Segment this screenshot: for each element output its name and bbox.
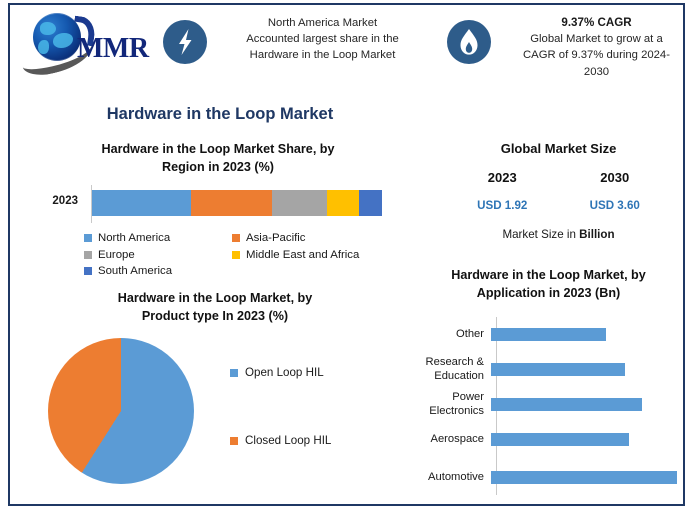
application-category-label: Power Electronics — [429, 390, 484, 417]
application-chart-title: Hardware in the Loop Market, by Applicat… — [410, 267, 687, 303]
fact-region-line-3: Hardware in the Loop Market — [249, 49, 396, 62]
pie-chart-title: Hardware in the Loop Market, by Product … — [20, 290, 410, 326]
global-market-size-values: USD 1.92 USD 3.60 — [430, 199, 687, 212]
gms-unit-prefix: Market Size in — [502, 228, 580, 241]
fact-region-line-2: Accounted largest share in the — [246, 33, 399, 46]
infographic-canvas: MMR North America Market Accounted large… — [8, 3, 685, 506]
region-legend-item: South America — [84, 264, 232, 279]
application-bar-track — [490, 352, 687, 387]
legend-swatch-icon — [232, 250, 240, 259]
application-chart: Hardware in the Loop Market, by Applicat… — [410, 267, 687, 505]
pie-legend-item: Closed Loop HIL — [230, 434, 331, 447]
fact-cagr-line-2: CAGR of 9.37% during 2024- — [523, 49, 670, 62]
region-axis-line — [91, 185, 92, 223]
global-market-size-panel: Global Market Size 2023 2030 USD 1.92 US… — [430, 141, 687, 241]
application-chart-title-line-1: Hardware in the Loop Market, by — [451, 268, 646, 282]
application-bar-row: Aerospace — [410, 422, 687, 457]
legend-swatch-icon — [84, 267, 92, 276]
region-segment-2 — [271, 190, 327, 216]
product-type-chart: Hardware in the Loop Market, by Product … — [20, 290, 410, 505]
gms-unit-bold: Billion — [579, 228, 615, 241]
pie-chart-legend: Open Loop HIL Closed Loop HIL — [230, 366, 331, 502]
application-category-label: Other — [456, 327, 484, 340]
page-title: Hardware in the Loop Market — [106, 105, 334, 123]
header-fact-cagr-text: 9.37% CAGR Global Market to grow at a CA… — [504, 15, 689, 80]
global-market-size-years: 2023 2030 — [430, 170, 687, 185]
region-legend-item: Asia-Pacific — [232, 231, 410, 246]
region-share-chart: Hardware in the Loop Market Share, by Re… — [24, 141, 412, 279]
pie-legend-item: Open Loop HIL — [230, 366, 331, 379]
legend-swatch-icon — [230, 436, 238, 445]
application-bar-track — [490, 387, 687, 422]
application-category-label: Research & Education — [425, 355, 484, 382]
legend-swatch-icon — [84, 234, 92, 243]
region-legend-item: North America — [84, 231, 232, 246]
legend-swatch-icon — [84, 250, 92, 259]
gms-year-right: 2030 — [600, 170, 630, 185]
region-segment-3 — [326, 190, 359, 216]
region-segment-4 — [358, 190, 382, 216]
application-bar-track — [490, 460, 687, 495]
application-bar — [491, 363, 625, 376]
region-legend-label: North America — [98, 232, 171, 244]
header-fact-region: North America Market Accounted largest s… — [163, 15, 433, 64]
global-market-size-unit: Market Size in Billion — [430, 228, 687, 241]
region-chart-title-line-1: Hardware in the Loop Market Share, by — [101, 142, 335, 156]
region-segment-1 — [190, 190, 272, 216]
pie-chart-title-line-1: Hardware in the Loop Market, by — [117, 291, 313, 305]
application-bar-row: Power Electronics — [410, 387, 687, 422]
global-market-size-title: Global Market Size — [500, 141, 617, 156]
pie-legend-label: Open Loop HIL — [245, 366, 324, 379]
region-legend-label: Asia-Pacific — [246, 232, 306, 244]
application-bar — [491, 328, 607, 341]
application-bar — [491, 398, 642, 411]
application-bar-row: Automotive — [410, 460, 687, 495]
gms-year-left: 2023 — [487, 170, 517, 185]
region-legend-item: Middle East and Africa — [232, 248, 410, 263]
application-chart-title-line-2: Application in 2023 (Bn) — [476, 285, 621, 300]
infographic-header: MMR North America Market Accounted large… — [10, 5, 683, 93]
application-bar-track — [490, 422, 687, 457]
logo-text: MMR — [77, 33, 149, 64]
application-bar-row: Research & Education — [410, 352, 687, 387]
header-fact-cagr: 9.37% CAGR Global Market to grow at a CA… — [447, 15, 697, 80]
region-segment-0 — [92, 190, 191, 216]
region-legend-label: South America — [98, 265, 173, 278]
fact-region-line-1: North America Market — [267, 17, 378, 29]
flame-icon — [447, 20, 491, 64]
pie-legend-label: Closed Loop HIL — [245, 434, 332, 447]
gms-value-right: USD 3.60 — [589, 199, 640, 212]
region-legend-label: Europe — [98, 248, 135, 261]
application-bar — [491, 433, 629, 446]
fact-cagr-line-3: 2030 — [583, 65, 610, 78]
header-fact-region-text: North America Market Accounted largest s… — [220, 15, 425, 63]
application-bar — [491, 471, 677, 484]
globe-icon — [33, 13, 81, 61]
legend-swatch-icon — [232, 234, 240, 243]
region-chart-title-line-2: Region in 2023 (%) — [162, 159, 274, 174]
application-category-label: Automotive — [428, 470, 484, 483]
region-stacked-bar — [92, 190, 382, 216]
gms-value-left: USD 1.92 — [477, 199, 528, 212]
region-chart-legend: North America Asia-Pacific Europe Middle Ea… — [84, 231, 410, 279]
region-chart-plot: 2023 — [24, 185, 412, 223]
fact-cagr-line-1: Global Market to grow at a — [530, 33, 663, 46]
cagr-headline: 9.37% CAGR — [561, 16, 632, 29]
application-category-label: Aerospace — [430, 432, 485, 445]
region-legend-item: Europe — [84, 248, 232, 263]
application-bar-track — [490, 317, 687, 352]
pie-chart-graphic — [48, 338, 194, 484]
pie-chart-title-line-2: Product type In 2023 (%) — [141, 308, 289, 323]
lightning-bolt-icon — [163, 20, 207, 64]
application-chart-plot: Other Research & Education Power Electronics… — [410, 317, 687, 495]
region-chart-title: Hardware in the Loop Market Share, by Re… — [24, 141, 412, 177]
legend-swatch-icon — [230, 368, 238, 377]
region-category-label: 2023 — [52, 195, 78, 207]
mmr-logo: MMR — [17, 9, 149, 80]
application-bar-row: Other — [410, 317, 687, 352]
region-legend-label: Middle East and Africa — [246, 248, 360, 261]
